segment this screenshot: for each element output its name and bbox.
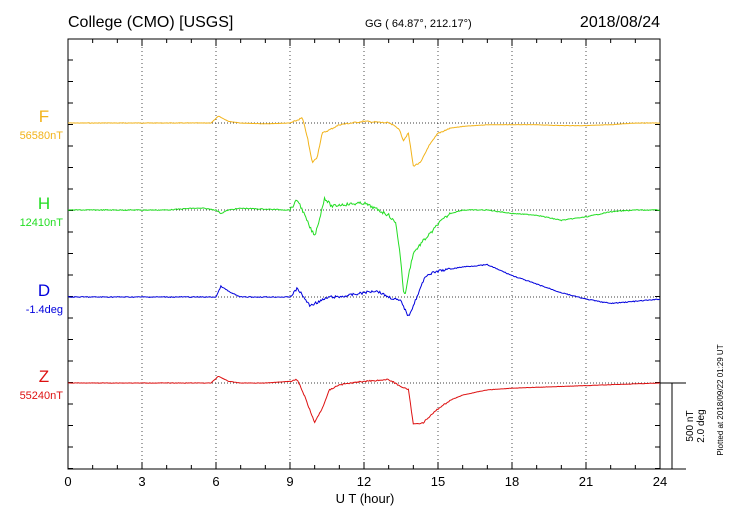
scale-bar-nt-label: 500 nT xyxy=(685,410,696,441)
x-axis-label: U T (hour) xyxy=(336,491,395,506)
x-axis-ticks: 0 3 6 9 12 15 18 21 24 xyxy=(64,39,667,489)
series-line-d xyxy=(68,263,661,317)
series-name-f: F xyxy=(39,107,49,126)
scale-bar-deg-label: 2.0 deg xyxy=(696,409,707,442)
plotted-at-label: Plotted at 2018/09/22 01:29 UT xyxy=(716,344,725,455)
x-tick-label: 21 xyxy=(579,474,593,489)
coordinates-label: GG ( 64.87°, 212.17°) xyxy=(365,18,472,30)
x-tick-label: 9 xyxy=(286,474,293,489)
series-name-d: D xyxy=(38,281,50,300)
x-tick-label: 15 xyxy=(431,474,445,489)
baseline-value-h: 12410nT xyxy=(20,217,64,229)
x-tick-label: 24 xyxy=(653,474,667,489)
x-tick-label: 12 xyxy=(357,474,371,489)
series-line-f xyxy=(68,115,661,167)
x-tick-label: 0 xyxy=(64,474,71,489)
series-line-h xyxy=(67,195,660,294)
series-name-h: H xyxy=(38,194,50,213)
x-tick-label: 3 xyxy=(138,474,145,489)
scale-bar: 500 nT 2.0 deg xyxy=(660,382,707,470)
x-tick-label: 18 xyxy=(505,474,519,489)
series-name-z: Z xyxy=(39,367,49,386)
series-labels: F 56580nT H 12410nT D -1.4deg Z 55240nT xyxy=(20,107,64,402)
x-tick-label: 6 xyxy=(212,474,219,489)
station-title: College (CMO) [USGS] xyxy=(68,14,233,31)
baseline-value-f: 56580nT xyxy=(20,130,64,142)
baseline-value-d: -1.4deg xyxy=(26,304,63,316)
grid-lines xyxy=(68,39,660,469)
date-label: 2018/08/24 xyxy=(580,14,660,31)
series-group xyxy=(67,115,661,425)
baseline-value-z: 55240nT xyxy=(20,390,64,402)
series-line-z xyxy=(67,376,661,425)
